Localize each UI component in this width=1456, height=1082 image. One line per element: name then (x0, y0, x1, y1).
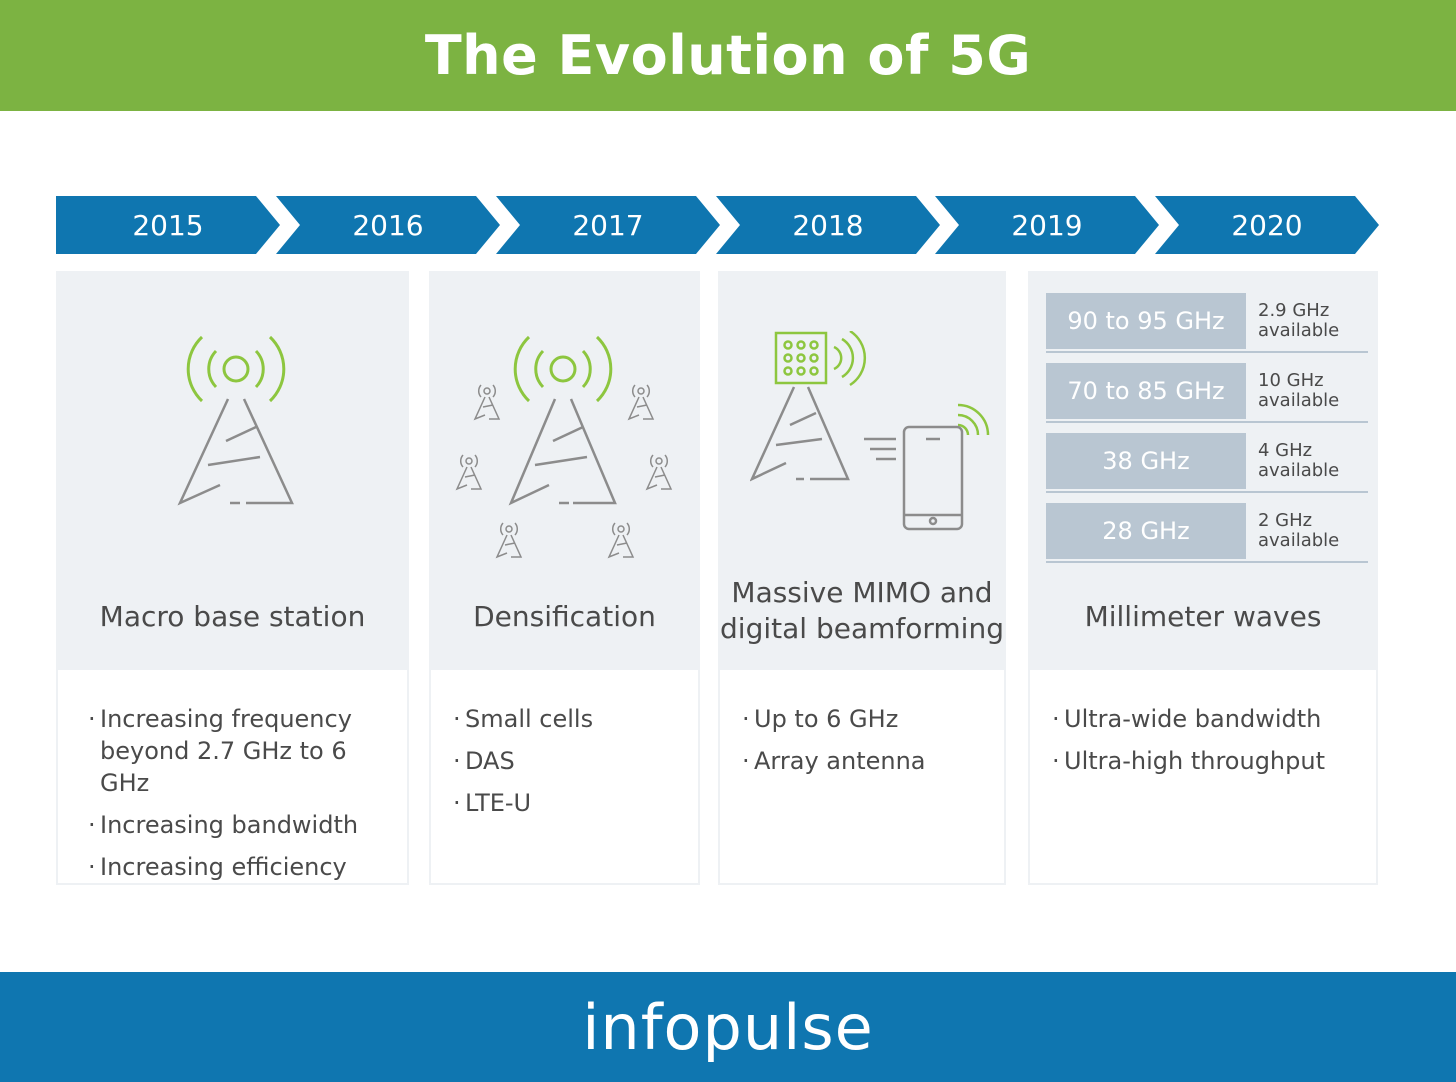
list-item: LTE-U (453, 787, 693, 819)
list-item: Small cells (453, 703, 693, 735)
card-bullet-list: Ultra-wide bandwidth Ultra-high throughp… (1052, 703, 1362, 787)
brand-logo: infopulse (582, 990, 874, 1064)
frequency-availability: 10 GHz available (1258, 371, 1368, 411)
timeline-year-2018: 2018 (716, 196, 940, 254)
card-bullet-list: Up to 6 GHz Array antenna (742, 703, 992, 787)
frequency-availability: 4 GHz available (1258, 441, 1368, 481)
availability-amount: 2.9 GHz (1258, 300, 1330, 321)
card-bullet-list: Increasing frequency beyond 2.7 GHz to 6… (88, 703, 398, 893)
frequency-table: 90 to 95 GHz 2.9 GHz available 70 to 85 … (1046, 293, 1368, 573)
frequency-band: 90 to 95 GHz (1046, 293, 1246, 349)
availability-label: available (1258, 460, 1340, 481)
frequency-row: 28 GHz 2 GHz available (1046, 503, 1368, 563)
frequency-row: 70 to 85 GHz 10 GHz available (1046, 363, 1368, 423)
list-item: DAS (453, 745, 693, 777)
card-title-line: digital beamforming (720, 612, 1004, 645)
frequency-availability: 2.9 GHz available (1258, 301, 1368, 341)
frequency-band: 38 GHz (1046, 433, 1246, 489)
list-item: Array antenna (742, 745, 992, 777)
list-item: Ultra-wide bandwidth (1052, 703, 1362, 735)
timeline-year-2015: 2015 (56, 196, 280, 254)
availability-label: available (1258, 320, 1340, 341)
card-title: Massive MIMO and digital beamforming (720, 575, 1004, 647)
cell-tower-icon (177, 335, 294, 506)
small-cell-tower-icon (455, 335, 673, 559)
availability-label: available (1258, 390, 1340, 411)
card-title: Millimeter waves (1084, 600, 1322, 633)
year-label: 2016 (352, 208, 424, 242)
card-millimeter-waves: 90 to 95 GHz 2.9 GHz available 70 to 85 … (1028, 271, 1378, 885)
card-title: Macro base station (99, 600, 366, 633)
card-visual-panel (58, 273, 407, 670)
year-label: 2017 (572, 208, 644, 242)
availability-amount: 4 GHz (1258, 440, 1313, 461)
list-item: Increasing bandwidth (88, 809, 398, 841)
card-bullet-list: Small cells DAS LTE-U (453, 703, 693, 829)
frequency-row: 90 to 95 GHz 2.9 GHz available (1046, 293, 1368, 353)
timeline-year-2016: 2016 (276, 196, 500, 254)
frequency-band: 70 to 85 GHz (1046, 363, 1246, 419)
availability-amount: 10 GHz (1258, 370, 1324, 391)
page-title: The Evolution of 5G (424, 24, 1032, 87)
year-timeline: 2015 2016 2017 2018 2019 2020 (0, 0, 1456, 300)
list-item: Ultra-high throughput (1052, 745, 1362, 777)
year-label: 2020 (1231, 208, 1303, 242)
list-item: Increasing efficiency (88, 851, 398, 883)
footer-banner: infopulse (0, 972, 1456, 1082)
year-label: 2019 (1011, 208, 1083, 242)
header-banner: The Evolution of 5G (0, 0, 1456, 111)
card-title: Densification (473, 600, 656, 633)
year-label: 2018 (792, 208, 864, 242)
card-macro-base-station: Macro base station Increasing frequency … (56, 271, 409, 885)
card-title-line: Massive MIMO and (731, 576, 993, 609)
frequency-band: 28 GHz (1046, 503, 1246, 559)
list-item: Increasing frequency beyond 2.7 GHz to 6… (88, 703, 398, 799)
frequency-availability: 2 GHz available (1258, 511, 1368, 551)
card-massive-mimo: Massive MIMO and digital beamforming Up … (718, 271, 1006, 885)
availability-label: available (1258, 530, 1340, 551)
card-densification: Densification Small cells DAS LTE-U (429, 271, 700, 885)
timeline-year-2017: 2017 (496, 196, 720, 254)
frequency-row: 38 GHz 4 GHz available (1046, 433, 1368, 493)
card-visual-panel (431, 273, 698, 670)
timeline-year-2020: 2020 (1155, 196, 1379, 254)
list-item: Up to 6 GHz (742, 703, 992, 735)
antenna-array-icon (750, 331, 896, 482)
timeline-year-2019: 2019 (935, 196, 1159, 254)
year-label: 2015 (132, 208, 204, 242)
availability-amount: 2 GHz (1258, 510, 1313, 531)
smartphone-icon (902, 403, 990, 531)
